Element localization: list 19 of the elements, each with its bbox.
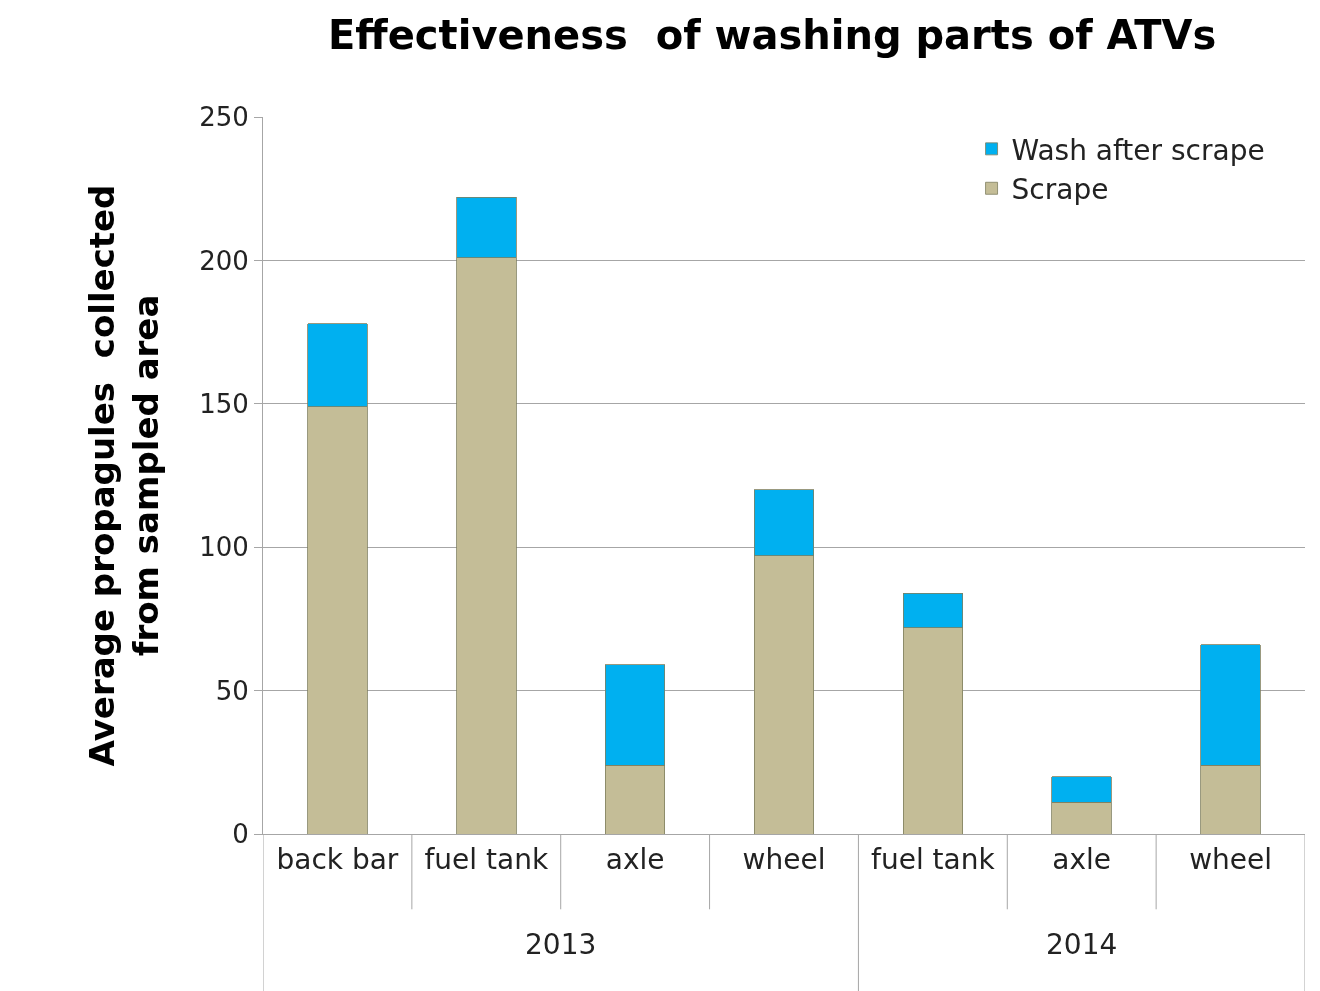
y-tick-label: 150	[199, 388, 249, 419]
x-tick-label: back bar	[276, 842, 399, 876]
x-tick-label: fuel tank	[871, 842, 996, 876]
legend-label: Wash after scrape	[1011, 133, 1265, 167]
y-tick-label: 50	[215, 675, 249, 706]
x-tick-label: fuel tank	[424, 842, 549, 876]
y-tick-label: 200	[199, 245, 249, 276]
x-tick-label: wheel	[742, 842, 826, 876]
x-tick-label: axle	[1052, 842, 1112, 876]
x-tick-label: wheel	[1189, 842, 1273, 876]
y-tick-label: 250	[199, 102, 249, 133]
y-tick-label: 0	[232, 819, 249, 850]
text: 2013	[525, 928, 597, 961]
text: 2014	[1046, 928, 1118, 961]
legend-label: Scrape	[1011, 173, 1109, 207]
chart-title: Effectiveness of washing parts of ATVs	[328, 11, 1217, 58]
y-tick-label: 100	[199, 532, 249, 563]
x-tick-label: axle	[605, 842, 665, 876]
y-axis-title: Average propagules collected from sampled area	[81, 184, 166, 767]
